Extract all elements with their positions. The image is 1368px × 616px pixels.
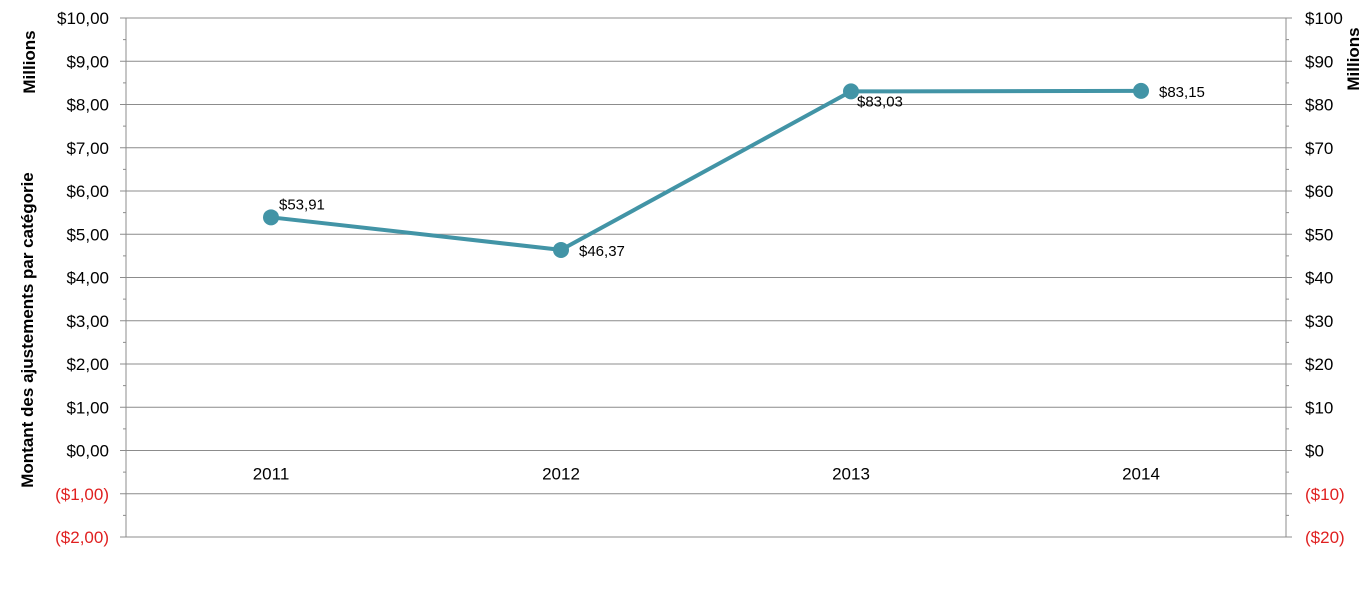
right-tick-label: $80 [1305, 96, 1333, 115]
left-tick-label: $9,00 [66, 52, 109, 71]
data-label: $83,15 [1159, 84, 1205, 101]
data-point-marker [1133, 82, 1149, 99]
left-axis-ticks: $10,00 $9,00 $8,00 $7,00 $6,00 $5,00 $4,00 $3,0… [55, 9, 109, 547]
left-tick-label: $7,00 [66, 139, 109, 158]
left-tick-label: $8,00 [66, 96, 109, 115]
gridlines [126, 17, 1286, 538]
data-point-marker [843, 83, 859, 100]
data-label: $83,03 [857, 93, 903, 110]
category-labels: 2011 2012 2013 2014 [253, 465, 1160, 484]
axes [120, 17, 1292, 538]
data-labels: $53,91 $46,37 $83,03 $83,15 [279, 84, 1205, 260]
left-tick-label: ($2,00) [55, 528, 109, 547]
right-axis-ticks: $100 $90 $80 $70 $60 $50 $40 $30 $20 $10 $0 ($10) ($… [1305, 9, 1345, 547]
left-tick-label: $6,00 [66, 182, 109, 201]
x-category-label: 2014 [1122, 465, 1160, 484]
right-tick-label: $30 [1305, 312, 1333, 331]
left-tick-label: $0,00 [66, 442, 109, 461]
right-tick-label: $70 [1305, 139, 1333, 158]
x-category-label: 2011 [253, 465, 290, 484]
right-tick-label: ($20) [1305, 528, 1345, 547]
left-tick-label: $4,00 [66, 269, 109, 288]
left-tick-label: $1,00 [66, 398, 109, 417]
data-label: $53,91 [279, 196, 325, 213]
series-line-path [270, 88, 1142, 252]
right-axis-unit-label: Millions [1344, 27, 1363, 90]
left-tick-label: $2,00 [66, 355, 109, 374]
right-tick-label: $0 [1305, 442, 1324, 461]
right-tick-label: $20 [1305, 355, 1333, 374]
series-line [263, 82, 1149, 258]
left-axis-unit-label: Millions [20, 30, 39, 93]
x-category-label: 2012 [542, 465, 580, 484]
x-category-label: 2013 [832, 465, 870, 484]
left-tick-label: $5,00 [66, 225, 109, 244]
data-point-marker [263, 209, 279, 226]
right-tick-label: $50 [1305, 225, 1333, 244]
left-tick-label: ($1,00) [55, 485, 109, 504]
left-tick-label: $3,00 [66, 312, 109, 331]
left-axis-title: Montant des ajustements par catégorie [18, 172, 37, 488]
right-tick-label: $60 [1305, 182, 1333, 201]
right-tick-label: $90 [1305, 52, 1333, 71]
data-point-marker [553, 241, 569, 258]
right-tick-label: $10 [1305, 398, 1333, 417]
left-tick-label: $10,00 [57, 9, 109, 28]
right-tick-label: $100 [1305, 9, 1343, 28]
right-tick-label: ($10) [1305, 485, 1345, 504]
data-label: $46,37 [579, 243, 625, 260]
right-tick-label: $40 [1305, 269, 1333, 288]
